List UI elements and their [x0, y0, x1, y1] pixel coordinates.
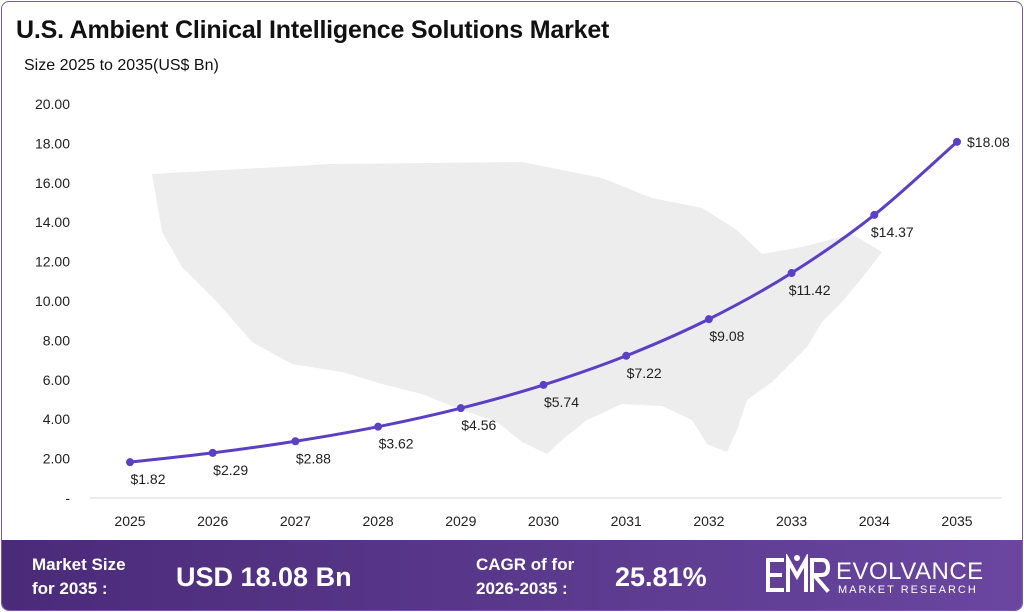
- data-label: $2.88: [296, 450, 331, 466]
- data-label: $11.42: [789, 282, 831, 298]
- x-tick-label: 2032: [693, 513, 724, 529]
- x-tick-label: 2027: [280, 513, 311, 529]
- series-line: [126, 137, 961, 467]
- x-tick-label: 2025: [114, 513, 145, 529]
- y-tick-label: 18.00: [35, 135, 70, 151]
- data-point: [953, 137, 961, 146]
- y-tick-label: 12.00: [35, 254, 70, 270]
- data-labels: $1.82 $2.29 $2.88 $3.62 $4.56 $5.74 $7.22 $9.08…: [130, 134, 1010, 487]
- data-label: $18.08: [967, 134, 1010, 150]
- x-tick-label: 2033: [776, 513, 807, 529]
- data-point: [704, 315, 713, 324]
- market-size-value: USD 18.08 Bn: [176, 562, 352, 592]
- data-label: $1.82: [130, 471, 165, 487]
- logo-subtitle: MARKET RESEARCH: [838, 584, 978, 596]
- x-tick-label: 2031: [611, 513, 642, 529]
- y-tick-label: -: [65, 490, 70, 506]
- data-label: $14.37: [871, 224, 914, 240]
- data-label: $4.56: [461, 417, 496, 433]
- data-point: [291, 437, 300, 446]
- chart-subtitle: Size 2025 to 2035(US$ Bn): [24, 57, 219, 74]
- chart-title: U.S. Ambient Clinical Intelligence Solut…: [16, 16, 610, 44]
- data-point: [787, 269, 796, 278]
- y-tick-label: 4.00: [43, 411, 70, 427]
- y-tick-label: 6.00: [43, 372, 70, 388]
- x-tick-label: 2030: [528, 513, 559, 529]
- data-point: [456, 404, 465, 413]
- x-tick-label: 2035: [941, 513, 972, 529]
- logo-name: EVOLVANCE: [836, 558, 984, 585]
- cagr-label-1: CAGR of for: [476, 555, 575, 574]
- y-tick-label: 8.00: [43, 332, 70, 348]
- cagr-value: 25.81%: [615, 562, 707, 592]
- line-chart: - 2.00 4.00 6.00 8.00 10.00 12.00 14.00 16.00 18.…: [35, 96, 1010, 529]
- evolvance-logo: EVOLVANCE MARKET RESEARCH: [764, 554, 1014, 598]
- data-point: [539, 380, 548, 389]
- x-axis: 2025 2026 2027 2028 2029 2030 2031 2032 2033 2034…: [90, 497, 1002, 529]
- y-tick-label: 14.00: [35, 214, 70, 230]
- data-point: [208, 448, 217, 457]
- data-label: $9.08: [709, 328, 744, 344]
- y-tick-label: 2.00: [43, 451, 70, 467]
- y-tick-label: 20.00: [35, 96, 70, 112]
- footer-banner: Market Size for 2035 : USD 18.08 Bn CAGR…: [2, 540, 1022, 610]
- y-axis: - 2.00 4.00 6.00 8.00 10.00 12.00 14.00 16.00 18.…: [35, 96, 70, 506]
- data-label: $2.29: [213, 462, 248, 478]
- market-size-label-2: for 2035 :: [32, 579, 108, 598]
- y-tick-label: 16.00: [35, 175, 70, 191]
- y-tick-label: 10.00: [35, 293, 70, 309]
- cagr-label-2: 2026-2035 :: [476, 579, 568, 598]
- market-size-label-1: Market Size: [32, 555, 126, 574]
- x-tick-label: 2026: [197, 513, 228, 529]
- x-tick-label: 2028: [363, 513, 394, 529]
- data-point: [622, 351, 631, 360]
- data-point: [870, 210, 879, 219]
- data-point: [126, 458, 134, 467]
- data-label: $5.74: [544, 394, 579, 410]
- data-label: $3.62: [379, 436, 414, 452]
- x-tick-label: 2034: [859, 513, 890, 529]
- data-label: $7.22: [627, 365, 662, 381]
- emr-logo-icon: [766, 554, 830, 593]
- x-tick-label: 2029: [445, 513, 476, 529]
- data-point: [374, 422, 383, 431]
- us-map-background: [152, 162, 882, 454]
